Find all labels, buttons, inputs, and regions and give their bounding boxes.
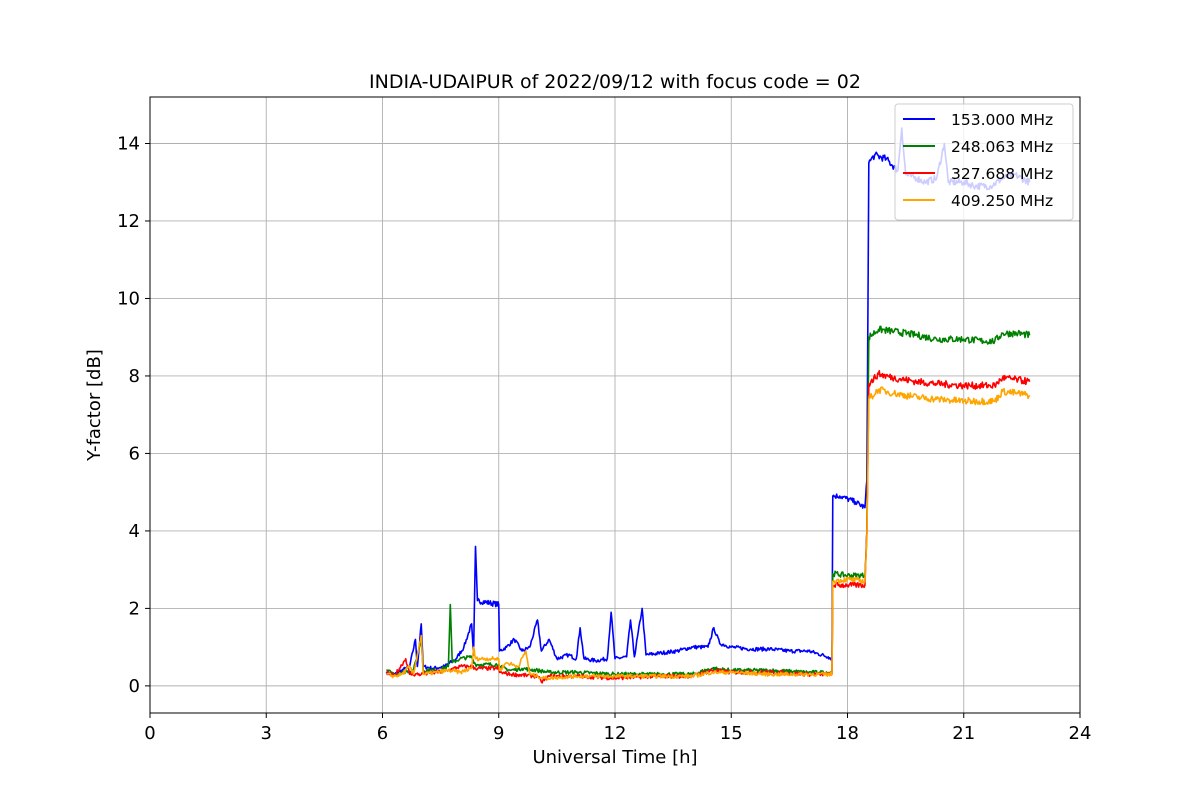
x-tick-label: 12 xyxy=(604,723,627,744)
series-line-3 xyxy=(385,386,1031,681)
x-tick-label: 6 xyxy=(377,723,388,744)
x-tick-label: 18 xyxy=(836,723,859,744)
legend-label: 153.000 MHz xyxy=(951,111,1053,129)
legend: 153.000 MHz 248.063 MHz 327.688 MHz 409.250… xyxy=(894,103,1074,221)
y-tick-label: 12 xyxy=(117,211,140,232)
y-tick-label: 4 xyxy=(129,521,140,542)
legend-label: 409.250 MHz xyxy=(951,192,1053,210)
y-tick-label: 6 xyxy=(129,443,140,464)
chart-title: INDIA-UDAIPUR of 2022/09/12 with focus c… xyxy=(369,71,861,93)
x-tick-label: 0 xyxy=(144,723,155,744)
x-tick-label: 15 xyxy=(720,723,743,744)
x-tick-label: 9 xyxy=(493,723,504,744)
x-axis-label: Universal Time [h] xyxy=(532,747,697,768)
x-tick-label: 21 xyxy=(952,723,975,744)
series-layer xyxy=(385,127,1031,684)
y-tick-label: 8 xyxy=(129,366,140,387)
x-tick-label: 3 xyxy=(261,723,272,744)
x-tick-label: 24 xyxy=(1069,723,1092,744)
legend-label: 248.063 MHz xyxy=(951,138,1053,156)
legend-box xyxy=(894,103,1074,221)
y-tick-label: 10 xyxy=(117,288,140,309)
y-tick-label: 0 xyxy=(129,676,140,697)
y-tick-label: 2 xyxy=(129,598,140,619)
series-line-2 xyxy=(386,370,1031,684)
series-line-1 xyxy=(386,325,1031,677)
y-axis-label: Y-factor [dB] xyxy=(84,349,105,462)
x-axis: 0 3 6 9 12 15 18 21 24 xyxy=(144,713,1091,744)
y-tick-label: 14 xyxy=(117,133,140,154)
y-axis: 0 2 4 6 8 10 12 14 xyxy=(117,133,150,697)
legend-label: 327.688 MHz xyxy=(951,165,1053,183)
